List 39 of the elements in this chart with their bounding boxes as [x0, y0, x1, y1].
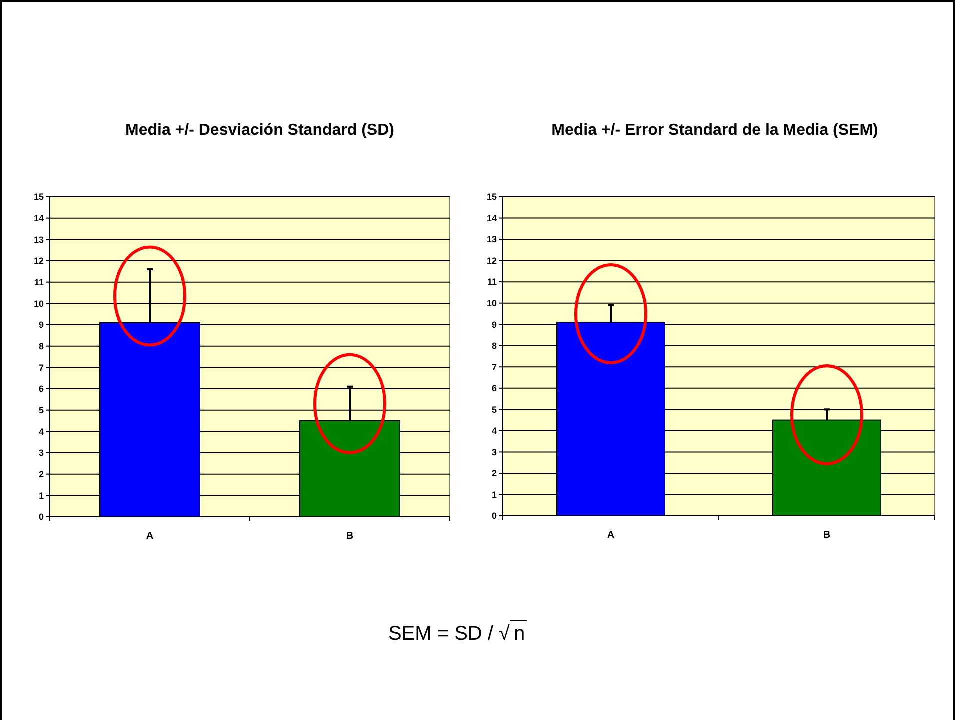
y-tick-label: 0: [38, 512, 44, 522]
y-tick-label: 4: [492, 426, 497, 436]
y-tick-label: 9: [492, 320, 497, 330]
y-tick-label: 0: [492, 511, 497, 522]
y-tick-label: 5: [38, 405, 44, 416]
y-tick-label: 2: [492, 468, 497, 479]
y-tick-label: 5: [492, 404, 497, 415]
chart-title: Media +/- Desviación Standard (SD): [126, 122, 394, 139]
y-tick-label: 7: [38, 362, 44, 373]
y-tick-label: 7: [492, 362, 497, 372]
y-tick-label: 3: [492, 447, 497, 458]
y-tick-label: 14: [486, 213, 497, 224]
y-tick-label: 9: [38, 320, 44, 330]
y-tick-label: 8: [38, 341, 44, 352]
y-tick-label: 13: [486, 234, 497, 245]
y-tick-label: 11: [34, 277, 44, 288]
x-tick-label: A: [607, 530, 615, 541]
y-tick-label: 13: [34, 234, 44, 245]
y-tick-label: 6: [492, 384, 497, 394]
y-tick-label: 10: [34, 298, 44, 309]
y-tick-label: 14: [34, 213, 44, 224]
x-tick-label: B: [823, 530, 831, 541]
chart-title: Media +/- Error Standard de la Media (SEM): [552, 122, 878, 139]
y-tick-label: 11: [487, 277, 497, 288]
y-tick-label: 10: [486, 298, 497, 308]
y-tick-label: 15: [486, 192, 497, 202]
y-tick-label: 12: [34, 256, 44, 266]
y-tick-label: 8: [492, 341, 497, 352]
y-tick-label: 4: [38, 426, 44, 437]
y-tick-label: 3: [38, 448, 44, 458]
text: SEM = SD / √n: [388, 623, 526, 645]
x-tick-label: B: [346, 531, 354, 542]
y-tick-label: 1: [492, 490, 497, 500]
y-tick-label: 15: [34, 192, 44, 202]
y-tick-label: 1: [38, 490, 44, 501]
y-tick-label: 2: [38, 469, 44, 480]
y-tick-label: 12: [486, 256, 497, 266]
y-tick-label: 6: [38, 384, 44, 394]
x-tick-label: A: [146, 531, 154, 542]
